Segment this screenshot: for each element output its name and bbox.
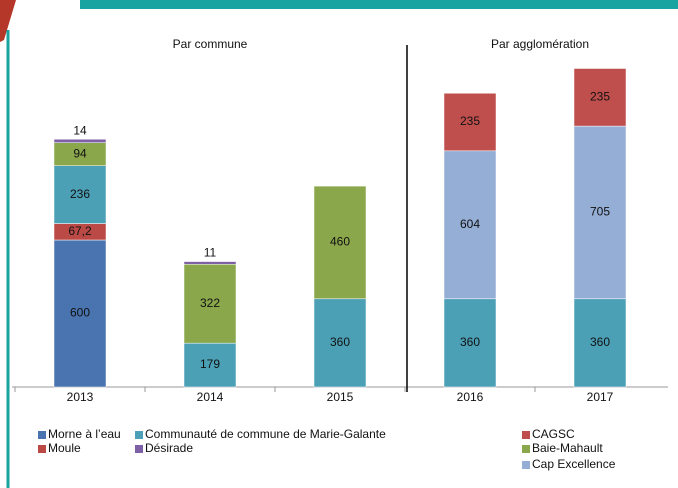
legend-label: Communauté de commune de Marie-Galante	[145, 427, 386, 441]
bar-segment	[313, 298, 367, 388]
bar-segment	[183, 264, 237, 344]
bar-segment	[443, 298, 497, 388]
bar-segment	[53, 239, 107, 388]
value-label: 322	[200, 296, 220, 310]
value-label: 67,2	[68, 224, 92, 238]
legend-label: Cap Excellence	[532, 457, 616, 471]
x-tick-label: 2016	[457, 390, 484, 404]
value-label: 235	[590, 89, 610, 103]
legend-label: Morne à l’eau	[48, 427, 121, 441]
group-title: Par commune	[173, 37, 248, 51]
legend-swatch	[522, 461, 530, 469]
value-label: 604	[460, 217, 480, 231]
bar-segment	[313, 185, 367, 300]
legend-swatch	[135, 431, 143, 439]
bar-segment	[183, 342, 237, 388]
legend-label: Désirade	[145, 441, 193, 455]
bar-segment	[443, 92, 497, 152]
bar-segment	[573, 298, 627, 388]
x-tick-label: 2014	[197, 390, 224, 404]
value-label: 94	[73, 146, 87, 160]
bar-segment	[183, 261, 237, 265]
bar-segment	[443, 150, 497, 300]
bar-segment	[573, 125, 627, 300]
value-label: 360	[590, 335, 610, 349]
corner-decoration	[0, 0, 16, 42]
bar-segment	[53, 165, 107, 224]
legend-swatch	[522, 431, 530, 439]
value-label: 460	[330, 235, 350, 249]
value-label: 235	[460, 114, 480, 128]
group-title: Par agglomération	[491, 37, 589, 51]
top-band	[80, 0, 678, 9]
value-label: 600	[70, 306, 90, 320]
value-label: 179	[200, 357, 220, 371]
x-tick-label: 2013	[67, 390, 94, 404]
value-label: 14	[73, 123, 87, 137]
bar-segment	[573, 68, 627, 127]
legend-label: Moule	[48, 441, 81, 455]
legend-label: Baie-Mahault	[532, 441, 603, 455]
value-label: 360	[460, 335, 480, 349]
value-label: 705	[590, 205, 610, 219]
value-label: 236	[70, 187, 90, 201]
legend-swatch	[522, 445, 530, 453]
value-label: 360	[330, 335, 350, 349]
value-label: 11	[204, 246, 217, 260]
legend-label: CAGSC	[532, 427, 575, 441]
legend-swatch	[135, 445, 143, 453]
x-tick-label: 2017	[587, 390, 614, 404]
legend-swatch	[38, 431, 46, 439]
x-tick-label: 2015	[327, 390, 354, 404]
legend-swatch	[38, 445, 46, 453]
bar-segment	[53, 139, 107, 143]
